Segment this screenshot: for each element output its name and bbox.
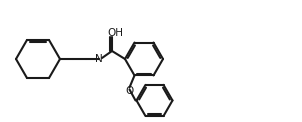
Text: OH: OH (107, 28, 123, 38)
Text: O: O (125, 86, 133, 97)
Text: N: N (95, 54, 103, 64)
